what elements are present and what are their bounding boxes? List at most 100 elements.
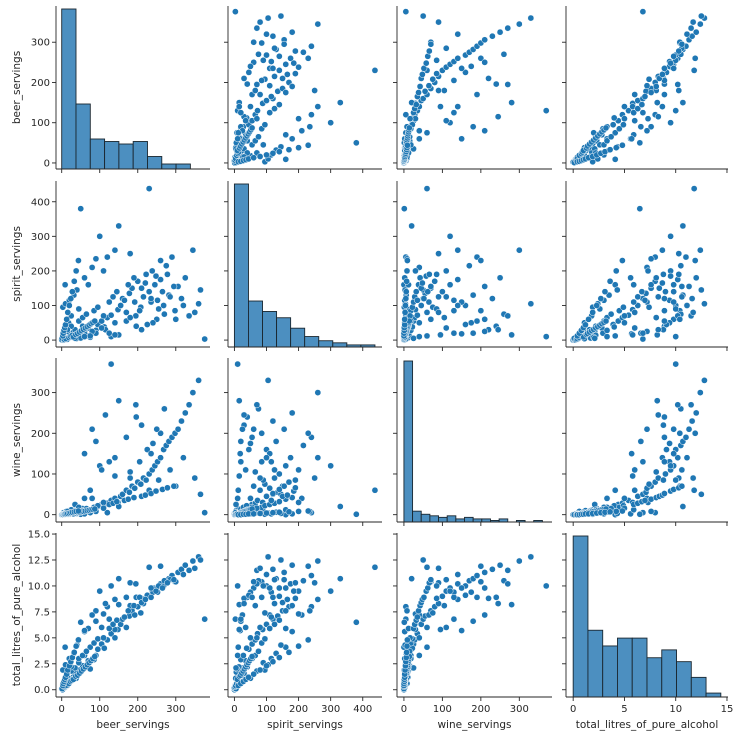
- x-tick-label: 100: [433, 704, 452, 715]
- hist-bar-wine_servings-4: [438, 516, 448, 523]
- point-spirit_servings-vs-total_litres_of_pure_alcohol-128: [675, 271, 683, 278]
- x-tick-label: 10: [669, 704, 682, 715]
- point-spirit_servings-vs-total_litres_of_pure_alcohol-158: [612, 267, 620, 275]
- point-beer_servings-vs-spirit_servings-121: [282, 89, 290, 96]
- point-beer_servings-vs-spirit_servings-120: [267, 93, 275, 100]
- point-beer_servings-vs-wine_servings-46: [429, 75, 437, 83]
- hist-bar-total_litres_of_pure_alcohol-3: [617, 637, 633, 698]
- point-spirit_servings-vs-beer_servings-55: [162, 262, 170, 270]
- point-spirit_servings-vs-wine_servings-41: [423, 309, 431, 316]
- y-tick-label: 100: [31, 301, 50, 312]
- point-wine_servings-vs-spirit_servings-55: [300, 442, 307, 449]
- point-wine_servings-vs-total_litres_of_pure_alcohol-82: [653, 397, 661, 405]
- point-total_litres_of_pure_alcohol-vs-beer_servings-128: [164, 579, 171, 587]
- hist-bar-total_litres_of_pure_alcohol-9: [705, 692, 722, 698]
- point-spirit_servings-vs-wine_servings-152: [401, 315, 409, 323]
- point-beer_servings-vs-spirit_servings-105: [250, 38, 258, 46]
- point-beer_servings-vs-wine_servings-128: [425, 47, 433, 55]
- point-beer_servings-vs-spirit_servings-106: [263, 30, 270, 38]
- point-spirit_servings-vs-total_litres_of_pure_alcohol-79: [691, 257, 699, 264]
- point-beer_servings-vs-wine_servings-106: [454, 30, 462, 38]
- y-tick-label: 0: [44, 336, 50, 347]
- point-spirit_servings-vs-beer_servings-124: [142, 279, 149, 287]
- point-spirit_servings-vs-beer_servings-64: [195, 300, 202, 308]
- point-wine_servings-vs-beer_servings-121: [124, 495, 132, 503]
- point-total_litres_of_pure_alcohol-vs-wine_servings-101: [450, 594, 458, 601]
- point-total_litres_of_pure_alcohol-vs-spirit_servings-123: [279, 599, 286, 606]
- point-beer_servings-vs-spirit_servings-77: [336, 99, 344, 106]
- point-spirit_servings-vs-beer_servings-86: [161, 310, 168, 318]
- point-spirit_servings-vs-total_litres_of_pure_alcohol-97: [603, 333, 611, 340]
- point-beer_servings-vs-spirit_servings-116: [253, 115, 261, 123]
- point-wine_servings-vs-total_litres_of_pure_alcohol-104: [678, 466, 686, 474]
- panel-total_litres_of_pure_alcohol-vs-spirit_servings: 0 100 200 300 400: [224, 533, 382, 715]
- point-beer_servings-vs-wine_servings-68: [454, 103, 462, 110]
- hist-bar-wine_servings-3: [429, 515, 439, 523]
- point-spirit_servings-vs-wine_servings-124: [419, 279, 426, 287]
- point-total_litres_of_pure_alcohol-vs-beer_servings-108: [197, 556, 204, 564]
- point-total_litres_of_pure_alcohol-vs-spirit_servings-122: [288, 602, 296, 610]
- point-wine_servings-vs-beer_servings-81: [153, 425, 161, 433]
- point-spirit_servings-vs-total_litres_of_pure_alcohol-55: [677, 262, 685, 270]
- point-spirit_servings-vs-beer_servings-103: [155, 305, 163, 313]
- point-beer_servings-vs-spirit_servings-103: [259, 56, 267, 64]
- hist-bar-wine_servings-6: [455, 518, 465, 523]
- x-tick-label: 200: [128, 704, 147, 715]
- point-beer_servings-vs-spirit_servings-62: [253, 24, 261, 32]
- point-wine_servings-vs-spirit_servings-98: [234, 486, 242, 494]
- point-total_litres_of_pure_alcohol-vs-spirit_servings-117: [266, 625, 274, 632]
- point-total_litres_of_pure_alcohol-vs-beer_servings-157: [70, 649, 78, 656]
- hist-bar-beer_servings-4: [118, 143, 134, 170]
- hist-bar-beer_servings-5: [132, 141, 148, 170]
- point-wine_servings-vs-spirit_servings-106: [263, 454, 270, 462]
- y-axis-label-wine_servings: wine_servings: [11, 403, 23, 477]
- point-total_litres_of_pure_alcohol-vs-spirit_servings-95: [242, 624, 249, 631]
- point-total_litres_of_pure_alcohol-vs-beer_servings-69: [96, 587, 104, 595]
- y-tick-label: 12.5: [28, 555, 50, 566]
- point-spirit_servings-vs-wine_servings-107: [435, 309, 442, 316]
- point-wine_servings-vs-spirit_servings-47: [271, 474, 278, 482]
- hist-bar-beer_servings-6: [147, 156, 163, 170]
- point-spirit_servings-vs-total_litres_of_pure_alcohol-73: [613, 286, 621, 294]
- point-total_litres_of_pure_alcohol-vs-wine_servings-84: [485, 595, 492, 602]
- point-beer_servings-vs-wine_servings-59: [481, 36, 489, 44]
- point-total_litres_of_pure_alcohol-vs-beer_servings-37: [111, 634, 119, 642]
- point-total_litres_of_pure_alcohol-vs-wine_servings-49: [439, 592, 446, 600]
- point-wine_servings-vs-spirit_servings-153: [256, 510, 264, 517]
- point-total_litres_of_pure_alcohol-vs-beer_servings-19: [61, 643, 69, 651]
- point-wine_servings-vs-spirit_servings-91: [253, 401, 261, 409]
- point-wine_servings-vs-total_litres_of_pure_alcohol-60: [688, 417, 696, 425]
- point-wine_servings-vs-total_litres_of_pure_alcohol-62: [687, 401, 695, 409]
- point-total_litres_of_pure_alcohol-vs-wine_servings-100: [440, 602, 448, 610]
- point-spirit_servings-vs-beer_servings-78: [126, 250, 134, 257]
- point-beer_servings-vs-total_litres_of_pure_alcohol-102: [670, 65, 678, 72]
- point-wine_servings-vs-beer_servings-42: [126, 488, 133, 496]
- y-tick-label: 2.5: [34, 659, 50, 670]
- point-beer_servings-vs-wine_servings-61: [496, 28, 504, 36]
- point-total_litres_of_pure_alcohol-vs-beer_servings-118: [109, 620, 117, 628]
- point-total_litres_of_pure_alcohol-vs-beer_servings-122: [130, 602, 138, 610]
- point-spirit_servings-vs-beer_servings-129: [170, 283, 178, 290]
- point-total_litres_of_pure_alcohol-vs-wine_servings-102: [458, 584, 465, 592]
- point-wine_servings-vs-beer_servings-129: [170, 482, 178, 490]
- y-tick-label: 15.0: [28, 530, 50, 541]
- point-wine_servings-vs-beer_servings-94: [105, 458, 113, 466]
- point-beer_servings-vs-wine_servings-83: [542, 107, 550, 114]
- panel-beer_servings-vs-wine_servings: [393, 6, 552, 173]
- point-spirit_servings-vs-total_litres_of_pure_alcohol-117: [630, 298, 638, 306]
- point-spirit_servings-vs-total_litres_of_pure_alcohol-159: [619, 257, 626, 264]
- hist-bar-spirit_servings-2: [262, 311, 278, 348]
- point-total_litres_of_pure_alcohol-vs-beer_servings-102: [147, 584, 155, 592]
- point-beer_servings-vs-spirit_servings-96: [235, 103, 243, 110]
- point-wine_servings-vs-total_litres_of_pure_alcohol-80: [661, 413, 668, 421]
- point-total_litres_of_pure_alcohol-vs-spirit_servings-107: [256, 564, 264, 572]
- point-spirit_servings-vs-wine_servings-91: [504, 312, 512, 320]
- point-total_litres_of_pure_alcohol-vs-wine_servings-58: [477, 578, 485, 586]
- point-spirit_servings-vs-total_litres_of_pure_alcohol-103: [672, 305, 680, 313]
- point-spirit_servings-vs-beer_servings-54: [160, 302, 167, 309]
- point-spirit_servings-vs-beer_servings-113: [83, 310, 90, 318]
- hist-bar-total_litres_of_pure_alcohol-6: [661, 649, 677, 698]
- point-total_litres_of_pure_alcohol-vs-spirit_servings-102: [266, 584, 274, 592]
- point-total_litres_of_pure_alcohol-vs-spirit_servings-98: [234, 643, 242, 651]
- point-beer_servings-vs-spirit_servings-71: [308, 111, 315, 119]
